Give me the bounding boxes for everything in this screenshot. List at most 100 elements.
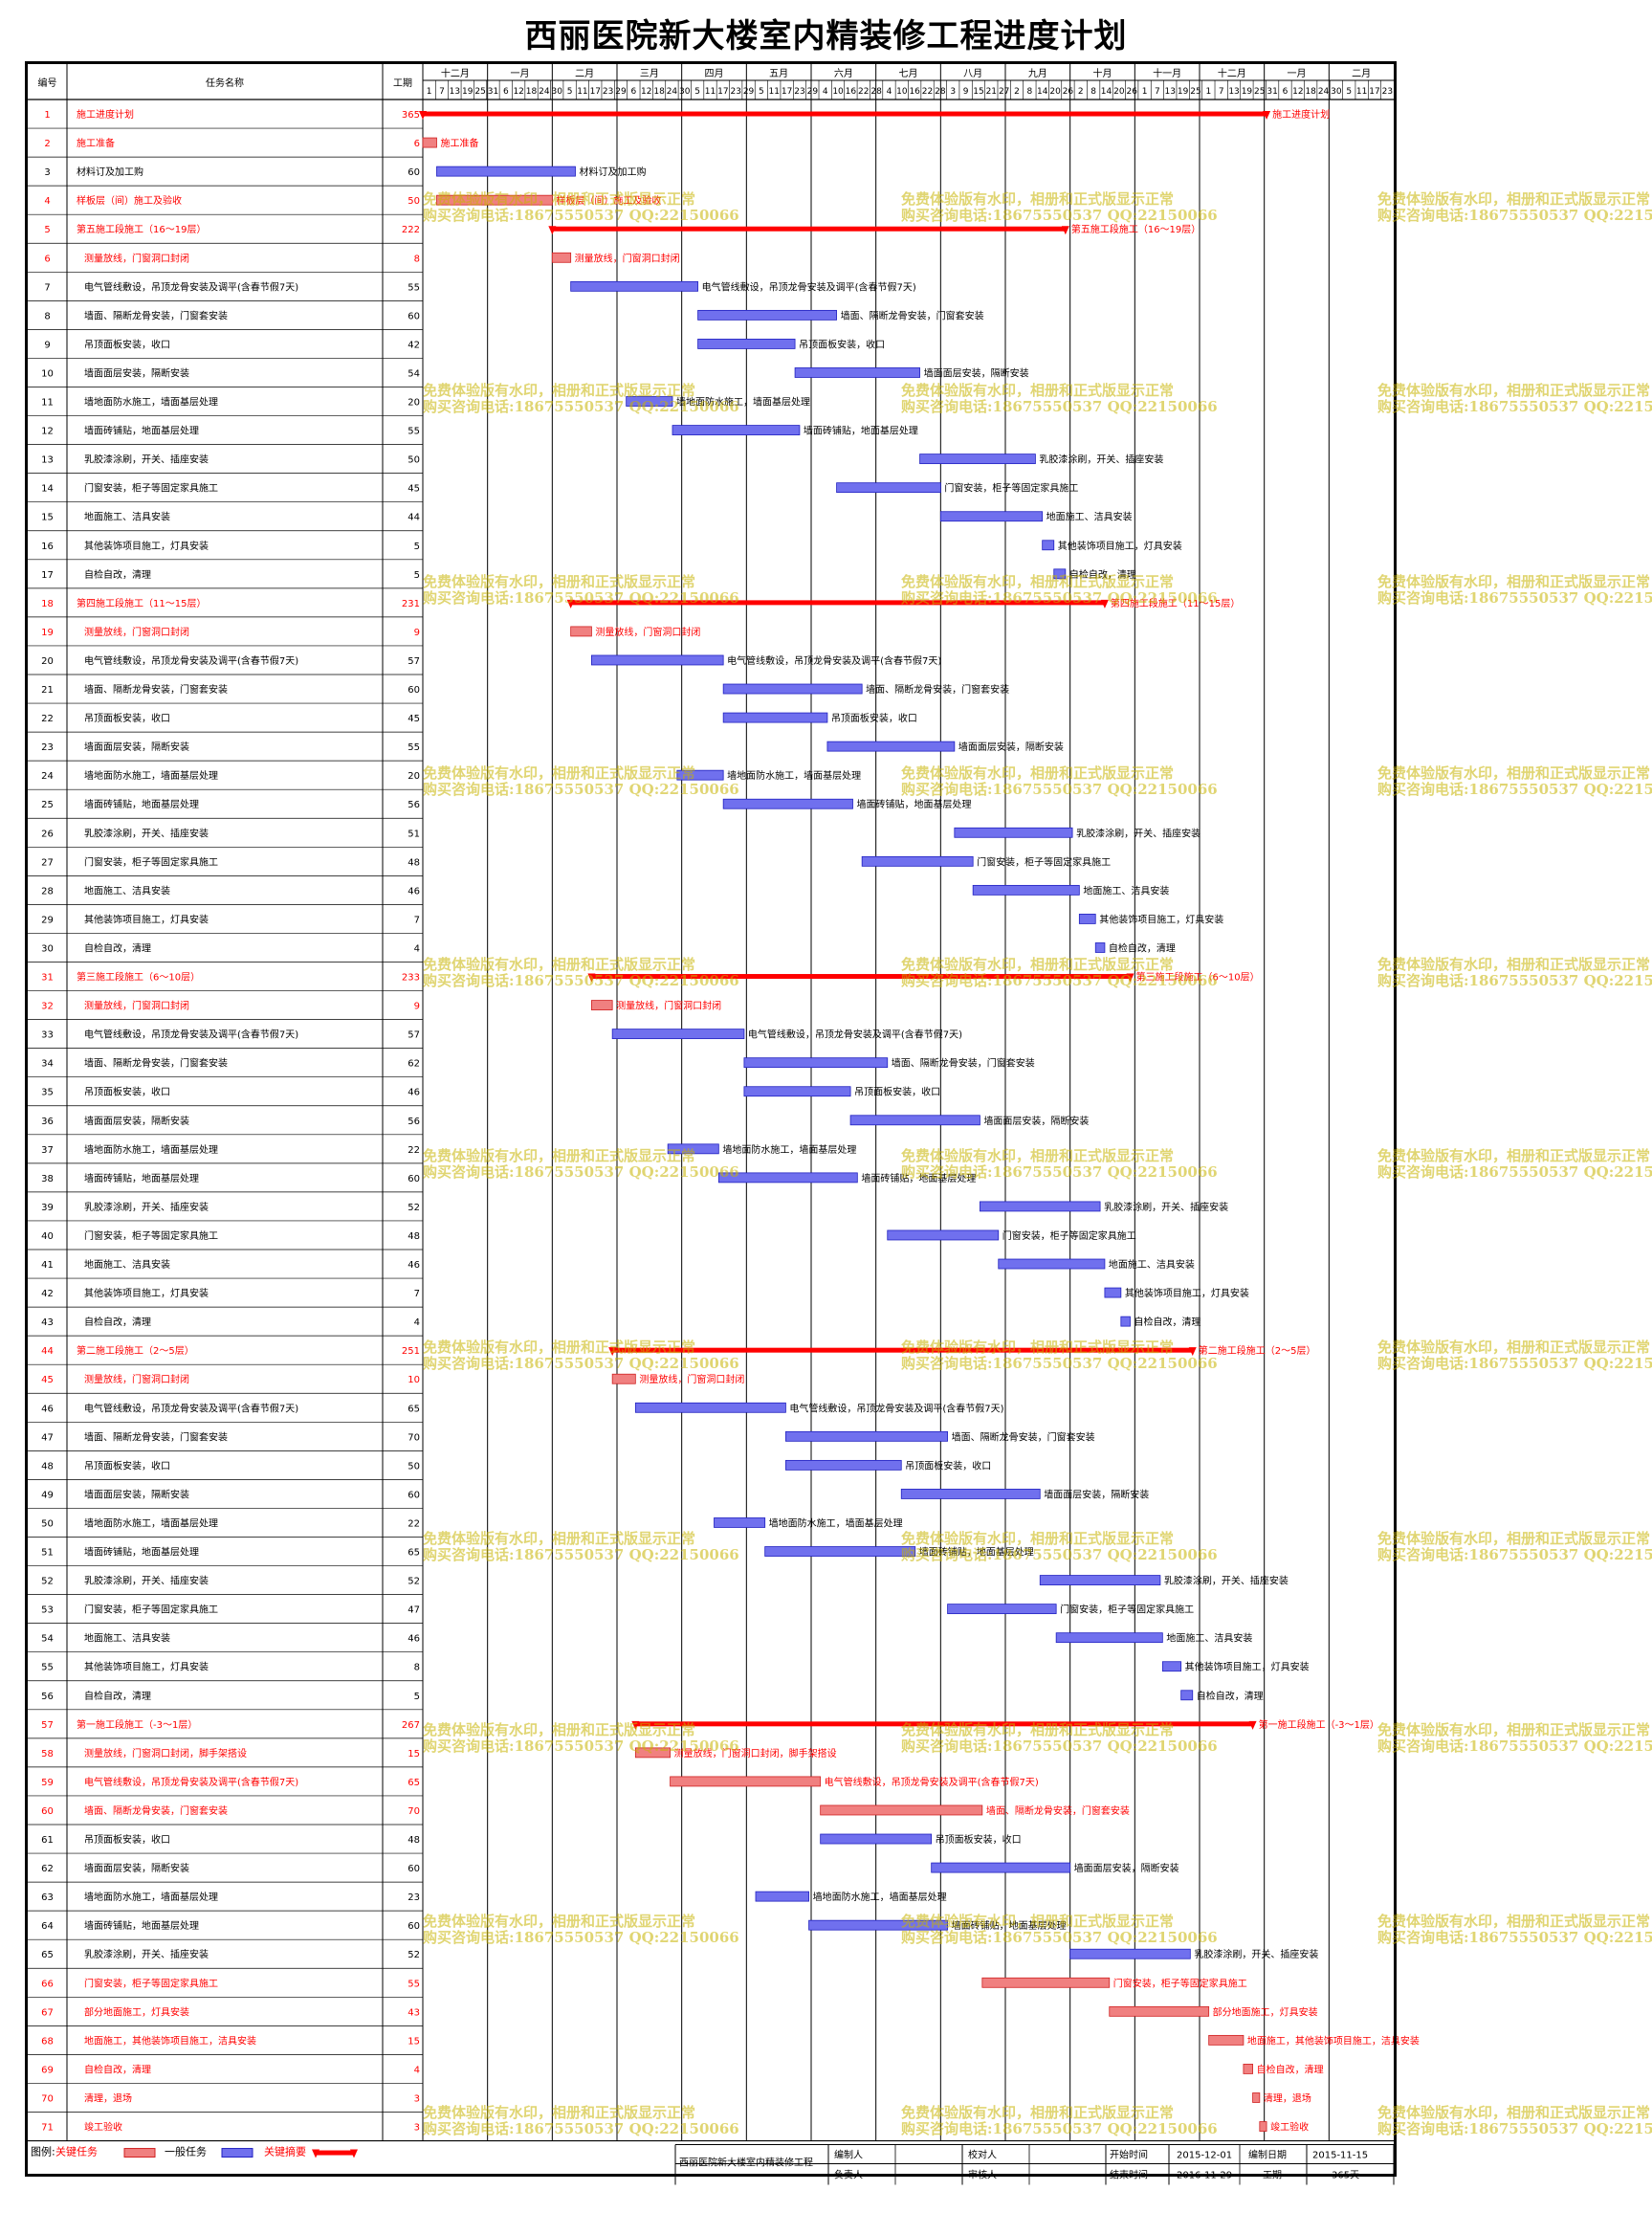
task-name: 墙面砖铺贴，地面基层处理 <box>84 1172 199 1184</box>
bar-label: 墙面、隔断龙骨安装，门窗套安装 <box>986 1804 1130 1817</box>
day-label: 24 <box>539 87 550 97</box>
day-label: 19 <box>1242 87 1253 97</box>
bar-label: 电气管线敷设，吊顶龙骨安装及调平(含春节假7天) <box>727 654 941 667</box>
task-name: 其他装饰项目施工，灯具安装 <box>84 913 209 925</box>
bar-label: 乳胶漆涂刷，开关、插座安装 <box>1164 1575 1289 1587</box>
task-duration: 54 <box>407 368 420 379</box>
day-label: 2 <box>1014 87 1020 97</box>
task-duration: 267 <box>402 1720 420 1731</box>
month-label: 四月 <box>705 68 724 79</box>
task-name: 墙面面层安装，隔断安装 <box>84 1862 189 1874</box>
task-bar <box>887 1229 1000 1241</box>
day-label: 30 <box>679 87 691 97</box>
day-label: 17 <box>717 87 728 97</box>
legend-label: 图例: <box>31 2145 55 2158</box>
task-id: 50 <box>41 1518 54 1529</box>
task-duration: 65 <box>407 1404 420 1414</box>
day-label: 16 <box>846 87 857 97</box>
task-id: 5 <box>44 225 50 235</box>
task-id: 65 <box>41 1950 54 1960</box>
bar-label: 自检自改，清理 <box>1069 568 1136 581</box>
task-duration: 70 <box>407 1432 420 1443</box>
day-label: 18 <box>653 87 665 97</box>
task-id: 25 <box>41 800 54 810</box>
task-id: 34 <box>41 1059 54 1070</box>
bar-label: 清理，退场 <box>1264 2091 1311 2104</box>
task-name: 其他装饰项目施工，灯具安装 <box>84 540 209 552</box>
task-id: 16 <box>41 542 54 552</box>
task-name: 地面施工、洁具安装 <box>84 511 170 523</box>
task-duration: 60 <box>407 1864 420 1874</box>
task-bar <box>743 1057 889 1069</box>
task-name: 门窗安装，柜子等固定家具施工 <box>84 1229 218 1242</box>
task-bar <box>722 798 853 809</box>
task-id: 46 <box>41 1404 54 1414</box>
task-bar <box>672 425 801 435</box>
bar-label: 墙面、隔断龙骨安装，门窗套安装 <box>952 1430 1095 1443</box>
day-label: 5 <box>567 87 573 97</box>
task-id: 7 <box>44 282 50 293</box>
footer-checker-label: 校对人 <box>968 2149 997 2161</box>
column-header-id: 编号 <box>38 77 57 89</box>
task-bar <box>980 1201 1101 1212</box>
month-label: 十一月 <box>1153 67 1181 79</box>
task-id: 13 <box>41 455 54 466</box>
task-id: 11 <box>41 398 54 409</box>
task-name: 电气管线敷设，吊顶龙骨安装及调平(含春节假7天) <box>84 654 298 667</box>
task-name: 墙地面防水施工，墙面基层处理 <box>84 1143 218 1156</box>
day-label: 22 <box>858 87 869 97</box>
task-bar <box>900 1489 1041 1499</box>
legend-critical-text: 关键任务 <box>55 2145 98 2158</box>
task-name: 门窗安装，柜子等固定家具施工 <box>84 1604 218 1616</box>
task-duration: 70 <box>407 1806 420 1817</box>
month-label: 十月 <box>1093 67 1112 79</box>
bar-label: 自检自改，清理 <box>1257 2063 1324 2075</box>
task-duration: 60 <box>407 685 420 696</box>
task-name: 自检自改，清理 <box>84 2063 151 2075</box>
day-label: 4 <box>887 87 892 97</box>
task-duration: 42 <box>407 340 420 350</box>
task-duration: 5 <box>414 570 420 581</box>
bar-label: 地面施工、洁具安装 <box>1166 1632 1252 1645</box>
task-bar <box>626 396 673 407</box>
footer-compiler-label: 编制人 <box>834 2149 863 2161</box>
day-label: 30 <box>1331 87 1342 97</box>
task-id: 58 <box>41 1749 54 1759</box>
task-id: 42 <box>41 1289 54 1299</box>
task-bar <box>919 454 1036 465</box>
legend-normal-swatch <box>221 2148 253 2158</box>
month-label: 九月 <box>1028 68 1047 79</box>
task-name: 第三施工段施工（6～10层） <box>77 971 200 984</box>
day-label: 10 <box>832 87 844 97</box>
task-duration: 3 <box>414 2093 420 2104</box>
day-label: 12 <box>513 87 523 97</box>
bar-label: 墙面、隔断龙骨安装，门窗套安装 <box>892 1057 1035 1070</box>
task-id: 6 <box>44 254 50 264</box>
bar-label: 其他装饰项目施工，灯具安装 <box>1185 1661 1310 1673</box>
bar-label: 墙面砖铺贴，地面基层处理 <box>861 1172 976 1184</box>
task-id: 18 <box>41 599 54 609</box>
critical-task-bar <box>611 1373 636 1384</box>
task-name: 乳胶漆涂刷，开关、插座安装 <box>84 1948 209 1960</box>
day-label: 14 <box>1037 87 1048 97</box>
task-id: 26 <box>41 829 54 839</box>
task-bar <box>794 367 920 378</box>
task-name: 乳胶漆涂刷，开关、插座安装 <box>84 1575 209 1587</box>
task-duration: 7 <box>414 915 420 925</box>
task-bar <box>570 280 698 292</box>
day-label: 1 <box>1205 87 1211 97</box>
task-name: 自检自改，清理 <box>84 568 151 581</box>
critical-task-bar <box>570 626 592 637</box>
day-label: 5 <box>759 87 764 97</box>
task-bar <box>972 884 1080 896</box>
bar-label: 门窗安装，柜子等固定家具施工 <box>1002 1229 1136 1242</box>
critical-task-bar <box>820 1804 983 1816</box>
bar-label: 墙面砖铺贴，地面基层处理 <box>952 1919 1067 1932</box>
task-duration: 46 <box>407 886 420 896</box>
day-label: 26 <box>1126 87 1137 97</box>
task-id: 47 <box>41 1432 54 1443</box>
task-duration: 55 <box>407 427 420 437</box>
task-bar <box>717 1172 858 1184</box>
month-label: 一月 <box>1288 68 1307 79</box>
